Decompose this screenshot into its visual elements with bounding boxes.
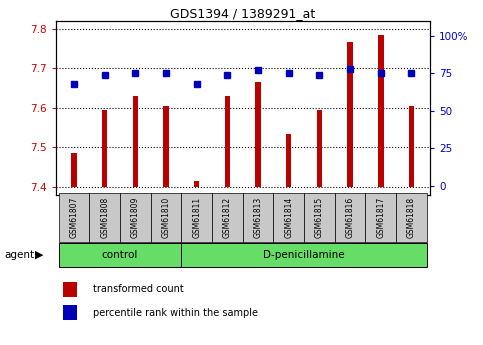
Text: control: control: [102, 250, 138, 260]
Text: GSM61812: GSM61812: [223, 197, 232, 238]
Bar: [286, 134, 292, 187]
Bar: [89, 193, 120, 242]
Bar: [378, 34, 384, 187]
Text: agent: agent: [5, 250, 35, 260]
Text: transformed count: transformed count: [93, 285, 184, 294]
Text: GSM61815: GSM61815: [315, 197, 324, 238]
Text: GSM61816: GSM61816: [346, 197, 355, 238]
Bar: [132, 96, 138, 187]
Bar: [58, 243, 181, 267]
Bar: [409, 106, 414, 187]
Text: GSM61809: GSM61809: [131, 197, 140, 238]
Bar: [273, 193, 304, 242]
Bar: [63, 282, 76, 297]
Bar: [194, 181, 199, 187]
Text: percentile rank within the sample: percentile rank within the sample: [93, 308, 258, 318]
Bar: [163, 106, 169, 187]
Bar: [304, 193, 335, 242]
Bar: [63, 306, 76, 320]
Bar: [181, 193, 212, 242]
Bar: [225, 96, 230, 187]
Bar: [243, 193, 273, 242]
Text: GSM61817: GSM61817: [376, 197, 385, 238]
Bar: [317, 110, 322, 187]
Text: GSM61808: GSM61808: [100, 197, 109, 238]
Bar: [151, 193, 181, 242]
Text: ▶: ▶: [35, 250, 44, 260]
Bar: [347, 42, 353, 187]
Bar: [212, 193, 243, 242]
Bar: [335, 193, 366, 242]
Text: GSM61810: GSM61810: [161, 197, 170, 238]
Bar: [256, 82, 261, 187]
Bar: [102, 110, 107, 187]
Bar: [366, 193, 396, 242]
Text: GSM61813: GSM61813: [254, 197, 263, 238]
Text: GSM61807: GSM61807: [70, 197, 78, 238]
Bar: [71, 153, 77, 187]
Text: GSM61814: GSM61814: [284, 197, 293, 238]
Text: GSM61811: GSM61811: [192, 197, 201, 238]
Text: GSM61818: GSM61818: [407, 197, 416, 238]
Bar: [58, 193, 89, 242]
Bar: [396, 193, 427, 242]
Bar: [181, 243, 427, 267]
Text: D-penicillamine: D-penicillamine: [263, 250, 345, 260]
Title: GDS1394 / 1389291_at: GDS1394 / 1389291_at: [170, 7, 315, 20]
Bar: [120, 193, 151, 242]
